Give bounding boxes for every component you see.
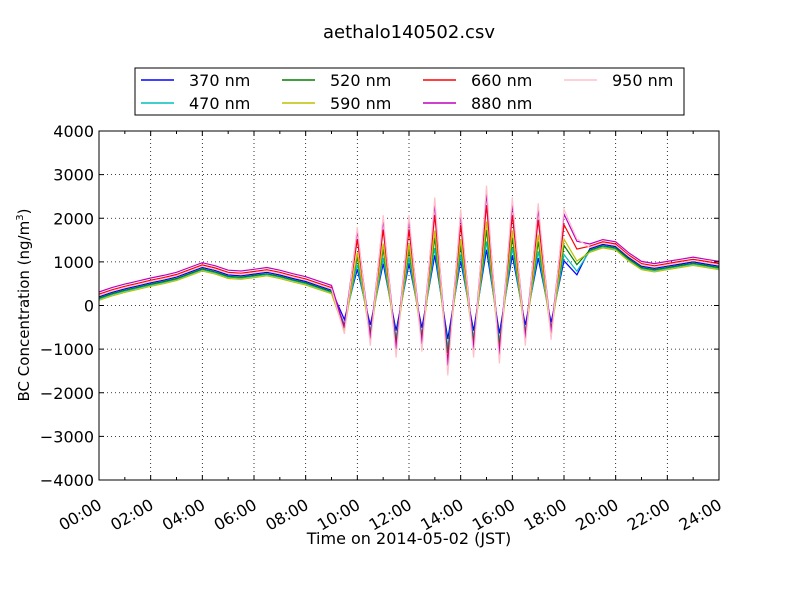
legend-label: 950 nm xyxy=(612,71,673,90)
x-tick-label: 04:00 xyxy=(159,495,208,535)
x-tick-label: 00:00 xyxy=(56,495,105,535)
series-line xyxy=(98,241,720,348)
legend-label: 520 nm xyxy=(330,71,391,90)
x-tick-label: 22:00 xyxy=(624,495,673,535)
x-tick-label: 18:00 xyxy=(521,495,570,535)
legend-label: 880 nm xyxy=(471,94,532,113)
y-tick-label: −4000 xyxy=(40,471,94,490)
x-axis-label: Time on 2014-05-02 (JST) xyxy=(306,529,511,548)
series-lines xyxy=(98,185,720,376)
y-tick-labels: 4000 3000 2000 1000 0 −1000 −2000 −3000 −4000 xyxy=(40,122,94,490)
y-tick-label: 4000 xyxy=(53,122,94,141)
y-tick-label: −2000 xyxy=(40,384,94,403)
y-axis-label: BC Concentration (ng/m3) xyxy=(15,209,33,402)
legend-frame xyxy=(134,67,685,116)
x-tick-label: 08:00 xyxy=(262,495,311,535)
x-tick-label: 20:00 xyxy=(572,495,621,535)
y-axis-label-sup: 3 xyxy=(15,214,26,220)
legend-label: 470 nm xyxy=(189,94,250,113)
series-line xyxy=(98,205,720,362)
series-line xyxy=(98,221,720,362)
x-tick-label: 02:00 xyxy=(107,495,156,535)
y-tick-label: 2000 xyxy=(53,209,94,228)
chart-title: aethalo140502.csv xyxy=(323,22,495,43)
legend-label: 370 nm xyxy=(189,71,250,90)
y-tick-label: −1000 xyxy=(40,340,94,359)
y-axis-label-tail: ) xyxy=(15,209,33,215)
series-line xyxy=(98,185,720,376)
x-tick-label: 24:00 xyxy=(676,495,725,535)
legend-label: 660 nm xyxy=(471,71,532,90)
x-tick-label: 06:00 xyxy=(211,495,260,535)
y-tick-label: 1000 xyxy=(53,253,94,272)
legend-label: 590 nm xyxy=(330,94,391,113)
y-tick-label: 3000 xyxy=(53,166,94,185)
legend: 370 nm 470 nm 520 nm 590 nm 660 nm 880 nm 950 … xyxy=(134,67,685,116)
y-tick-label: −3000 xyxy=(40,427,94,446)
series-line xyxy=(98,243,720,340)
series-line xyxy=(98,229,720,353)
axis-ticks xyxy=(98,130,720,481)
grid xyxy=(99,131,719,480)
y-axis-label-main: BC Concentration (ng/m xyxy=(15,221,33,402)
y-tick-label: 0 xyxy=(84,297,94,316)
